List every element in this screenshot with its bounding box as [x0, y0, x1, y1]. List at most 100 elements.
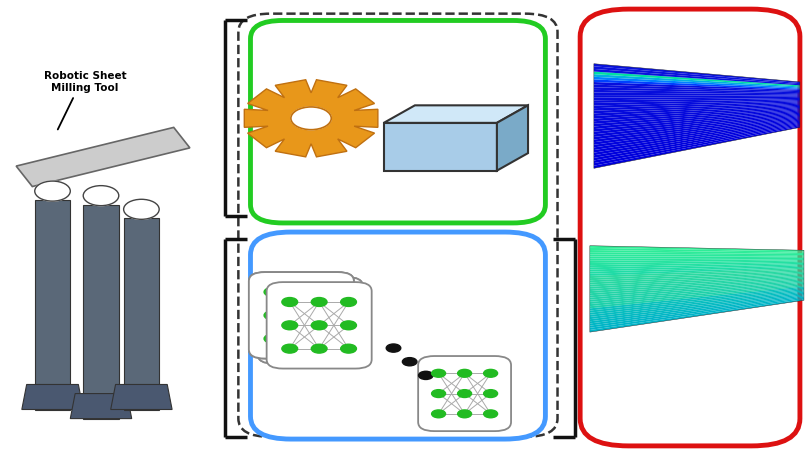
- Circle shape: [341, 344, 356, 353]
- Circle shape: [83, 186, 119, 206]
- Circle shape: [332, 293, 347, 301]
- Polygon shape: [594, 74, 800, 87]
- Circle shape: [302, 316, 318, 325]
- Polygon shape: [594, 111, 800, 132]
- Polygon shape: [590, 295, 804, 326]
- Circle shape: [291, 107, 331, 130]
- Polygon shape: [594, 64, 800, 83]
- Circle shape: [282, 344, 297, 353]
- Polygon shape: [590, 290, 804, 317]
- Polygon shape: [590, 275, 804, 291]
- Polygon shape: [590, 294, 804, 324]
- Polygon shape: [111, 384, 172, 410]
- Polygon shape: [594, 109, 800, 129]
- FancyBboxPatch shape: [258, 277, 363, 364]
- Circle shape: [484, 410, 498, 418]
- Polygon shape: [590, 285, 804, 308]
- Circle shape: [311, 344, 327, 353]
- Polygon shape: [590, 257, 804, 258]
- Polygon shape: [594, 125, 800, 166]
- Polygon shape: [590, 248, 804, 253]
- FancyBboxPatch shape: [250, 20, 545, 223]
- Polygon shape: [594, 90, 800, 95]
- Polygon shape: [594, 87, 800, 93]
- Polygon shape: [594, 118, 800, 150]
- Circle shape: [35, 181, 70, 201]
- Polygon shape: [244, 80, 378, 157]
- Polygon shape: [590, 298, 804, 330]
- FancyBboxPatch shape: [249, 272, 354, 359]
- Circle shape: [311, 321, 327, 330]
- Circle shape: [457, 369, 472, 377]
- Polygon shape: [594, 95, 800, 98]
- Circle shape: [323, 334, 339, 343]
- Circle shape: [293, 311, 309, 320]
- Text: Robotic Sheet
Milling Tool: Robotic Sheet Milling Tool: [44, 71, 126, 93]
- Polygon shape: [590, 263, 804, 269]
- Circle shape: [402, 358, 417, 366]
- Circle shape: [124, 199, 159, 219]
- Polygon shape: [594, 66, 800, 84]
- Polygon shape: [590, 279, 804, 298]
- Polygon shape: [590, 268, 804, 278]
- Polygon shape: [594, 69, 800, 86]
- Polygon shape: [590, 254, 804, 257]
- Polygon shape: [590, 283, 804, 304]
- Circle shape: [264, 288, 280, 296]
- Polygon shape: [590, 273, 804, 287]
- Circle shape: [457, 389, 472, 398]
- Circle shape: [386, 344, 401, 352]
- Circle shape: [484, 369, 498, 377]
- Polygon shape: [594, 102, 800, 113]
- Polygon shape: [590, 272, 804, 285]
- Polygon shape: [594, 115, 800, 142]
- Polygon shape: [16, 127, 190, 187]
- Circle shape: [484, 389, 498, 398]
- Polygon shape: [590, 265, 804, 274]
- Circle shape: [419, 371, 433, 379]
- Polygon shape: [590, 293, 804, 321]
- Polygon shape: [594, 103, 800, 116]
- FancyBboxPatch shape: [419, 356, 511, 431]
- Polygon shape: [594, 120, 800, 153]
- Circle shape: [341, 298, 356, 306]
- Circle shape: [431, 410, 445, 418]
- Polygon shape: [590, 288, 804, 313]
- Circle shape: [272, 96, 350, 140]
- Polygon shape: [590, 287, 804, 310]
- Circle shape: [311, 298, 327, 306]
- Polygon shape: [594, 123, 800, 161]
- Polygon shape: [594, 71, 800, 86]
- Polygon shape: [594, 99, 800, 106]
- Polygon shape: [497, 106, 528, 171]
- Circle shape: [302, 293, 318, 301]
- Polygon shape: [594, 114, 800, 140]
- Circle shape: [282, 321, 297, 330]
- Polygon shape: [594, 124, 800, 163]
- Circle shape: [302, 339, 318, 348]
- Polygon shape: [594, 121, 800, 155]
- Polygon shape: [594, 106, 800, 121]
- Polygon shape: [594, 77, 800, 89]
- FancyBboxPatch shape: [267, 282, 372, 369]
- Circle shape: [457, 410, 472, 418]
- Circle shape: [273, 293, 288, 301]
- Polygon shape: [590, 258, 804, 261]
- Polygon shape: [590, 267, 804, 276]
- Polygon shape: [594, 100, 800, 108]
- Circle shape: [282, 298, 297, 306]
- Polygon shape: [594, 122, 800, 158]
- Circle shape: [293, 288, 309, 296]
- Polygon shape: [384, 123, 497, 171]
- Polygon shape: [590, 292, 804, 319]
- Polygon shape: [590, 250, 804, 254]
- FancyBboxPatch shape: [258, 277, 363, 364]
- Circle shape: [323, 311, 339, 320]
- Polygon shape: [70, 394, 132, 419]
- Polygon shape: [594, 126, 800, 168]
- Polygon shape: [594, 92, 800, 96]
- FancyBboxPatch shape: [580, 9, 800, 446]
- Polygon shape: [22, 384, 83, 410]
- Polygon shape: [35, 200, 70, 410]
- Polygon shape: [590, 259, 804, 263]
